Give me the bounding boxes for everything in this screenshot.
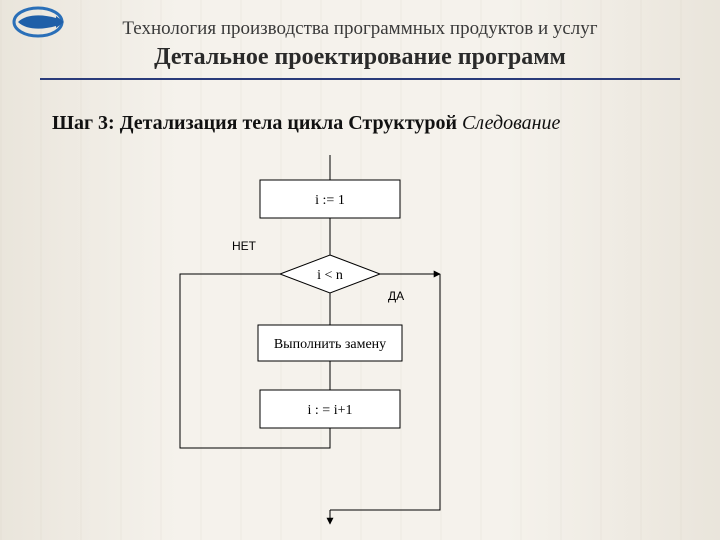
node-body-label: Выполнить замену [274, 337, 386, 352]
title-divider [40, 78, 680, 80]
slide: Технология производства программных прод… [0, 0, 720, 540]
step-heading-italic: Следование [457, 112, 560, 134]
slide-title: Детальное проектирование программ [0, 44, 720, 71]
node-condition-label: i < n [317, 268, 343, 283]
node-increment-label: i : = i+1 [308, 403, 353, 418]
step-heading-bold: Шаг 3: Детализация тела цикла Структурой [52, 112, 457, 134]
step-heading: Шаг 3: Детализация тела цикла Структурой… [52, 112, 560, 135]
flowchart: i := 1 i < n Выполнить замену i : = i+1 НЕТ Д… [0, 150, 720, 530]
label-no: НЕТ [232, 239, 257, 253]
slide-supertitle: Технология производства программных прод… [0, 18, 720, 40]
node-init-label: i := 1 [315, 193, 345, 208]
label-yes: ДА [388, 289, 404, 303]
